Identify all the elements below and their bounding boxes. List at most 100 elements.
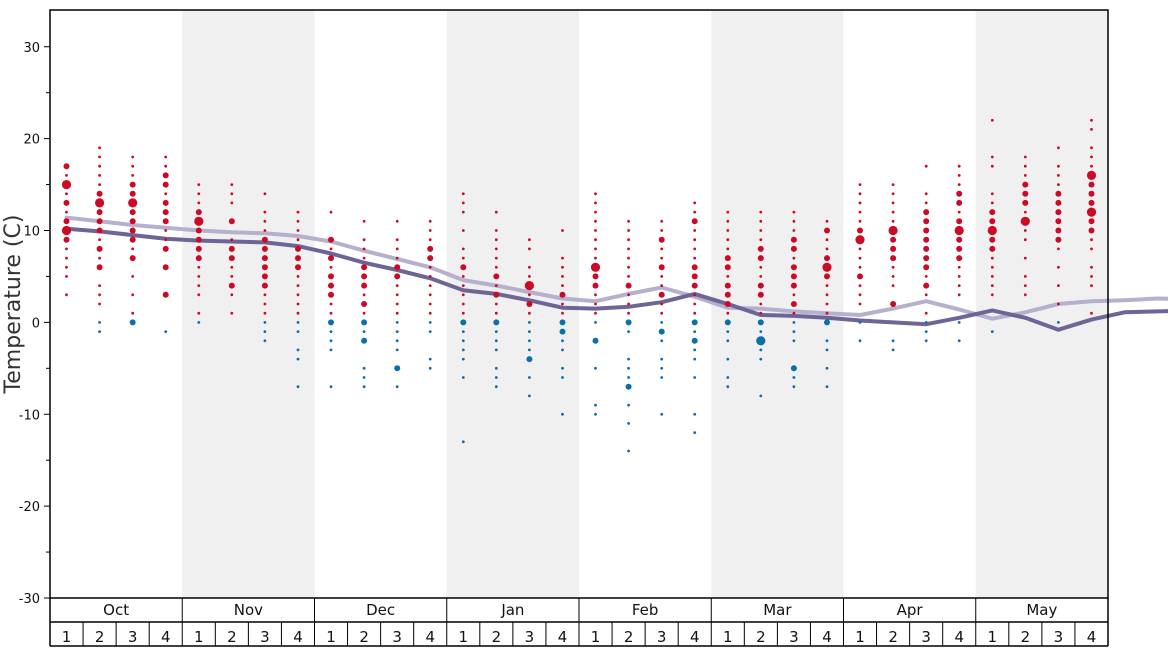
warm-dot [990,256,994,260]
warm-dot [1086,170,1097,180]
warm-dot [65,192,68,196]
warm-dot [726,311,730,315]
warm-dot [361,282,368,289]
cold-dot [362,330,366,333]
warm-dot [1022,181,1029,188]
warm-dot [590,262,601,272]
warm-dot [230,201,234,205]
warm-dot [923,255,930,262]
warm-dot [230,183,234,187]
warm-dot [461,302,465,306]
warm-dot [295,264,301,271]
warm-dot [989,209,996,216]
warm-dot [528,293,531,297]
y-tick-label: 10 [23,225,40,240]
month-band [446,10,579,598]
cold-dot [561,366,564,370]
warm-dot [790,301,797,307]
warm-dot [691,273,698,280]
warm-dot [428,311,432,315]
week-label: 3 [525,628,535,646]
month-band [182,10,315,598]
warm-dot [924,311,928,315]
warm-dot [296,311,300,315]
cold-dot [792,330,796,333]
warm-dot [627,275,630,278]
week-label: 4 [161,628,171,646]
warm-dot [61,180,72,190]
warm-dot [296,219,300,223]
warm-dot [461,293,465,297]
warm-dot [131,174,135,177]
warm-dot [65,174,68,177]
cold-dot [528,376,531,379]
cold-dot [924,321,928,324]
cold-dot [957,339,961,343]
week-label: 2 [227,628,237,646]
warm-dot [1023,210,1027,214]
warm-dot [957,293,961,297]
cold-dot [561,339,564,343]
warm-dot [98,155,101,159]
warm-dot [724,282,731,289]
warm-dot [561,275,564,278]
cold-dot [296,321,300,324]
warm-dot [956,255,963,262]
warm-dot [494,311,498,315]
warm-dot [95,198,105,208]
y-tick-label: -10 [19,408,40,423]
warm-dot [691,218,698,225]
warm-dot [924,192,928,196]
month-label: Apr [897,601,924,619]
warm-dot [494,265,498,269]
cold-dot [494,385,498,389]
warm-dot [261,255,268,262]
warm-dot [594,311,597,315]
cold-dot [757,319,764,326]
warm-dot [261,282,268,289]
warm-dot [98,293,101,297]
warm-dot [989,218,996,225]
warm-dot [1088,227,1095,234]
cold-dot [625,319,632,326]
warm-dot [956,236,963,243]
cold-dot [691,337,698,344]
warm-dot [693,256,697,260]
warm-dot [1057,174,1060,177]
warm-dot [923,236,930,243]
warm-dot [1057,247,1060,251]
warm-dot [726,238,730,242]
warm-dot [693,210,697,214]
temperature-dots [61,118,1097,453]
warm-dot [328,282,334,289]
cold-dot [790,365,797,372]
cold-dot [129,319,136,326]
week-label: 2 [624,628,634,646]
warm-dot [1023,174,1027,177]
cold-dot [691,319,698,326]
cold-dot [528,330,531,333]
cold-dot [296,357,300,361]
warm-dot [98,302,101,306]
warm-dot [693,238,697,242]
cold-dot [494,348,498,352]
warm-dot [660,275,664,278]
warm-dot [197,284,201,287]
warm-dot [96,227,103,234]
warm-dot [296,293,300,297]
warm-dot [65,210,68,214]
warm-dot [195,209,202,216]
warm-dot [65,265,68,269]
warm-dot [1022,199,1029,206]
warm-dot [461,284,465,287]
warm-dot [494,210,498,214]
warm-dot [524,281,535,291]
cold-dot [660,321,664,324]
warm-dot [987,225,997,236]
cold-dot [329,385,333,389]
warm-dot [98,164,101,168]
cold-dot [329,348,333,352]
warm-dot [230,238,234,242]
warm-dot [1055,236,1062,243]
warm-dot [627,311,630,315]
